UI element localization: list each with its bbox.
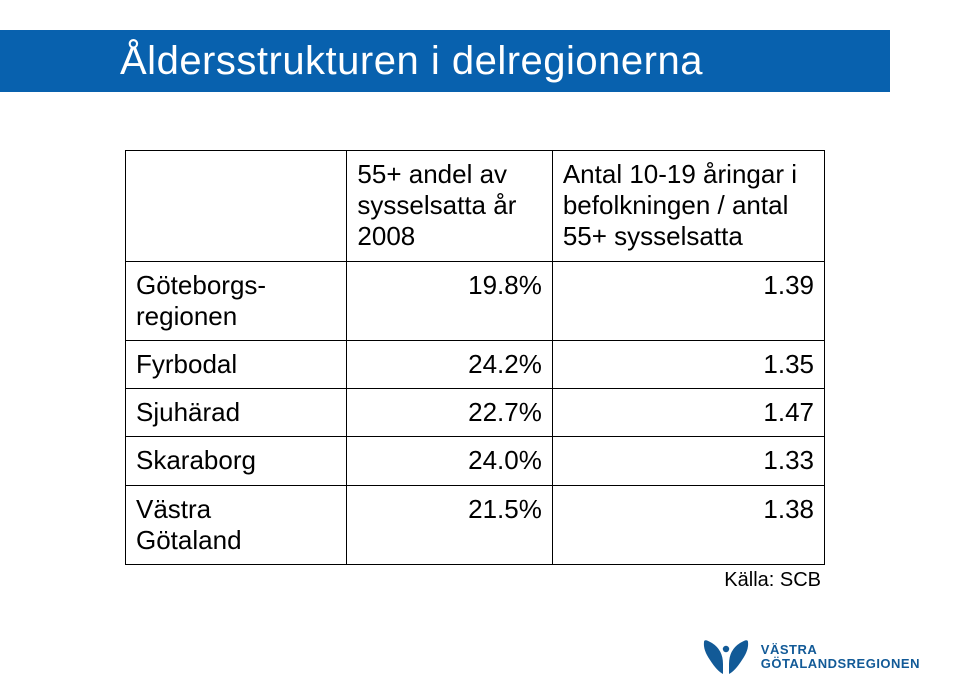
row-value-ratio: 1.33 xyxy=(552,437,824,485)
table-row: Fyrbodal 24.2% 1.35 xyxy=(126,340,825,388)
row-label: VästraGötaland xyxy=(126,485,347,564)
page-title: Åldersstrukturen i delregionerna xyxy=(0,30,890,92)
col-header-ratio: Antal 10-19 åringar i befolkningen / ant… xyxy=(552,151,824,262)
row-value-ratio: 1.35 xyxy=(552,340,824,388)
row-value-ratio: 1.47 xyxy=(552,389,824,437)
vgr-logo-text: VÄSTRAGÖTALANDSREGIONEN xyxy=(761,643,920,672)
table-row: VästraGötaland 21.5% 1.38 xyxy=(126,485,825,564)
row-value-55plus: 24.2% xyxy=(347,340,552,388)
row-value-55plus: 19.8% xyxy=(347,261,552,340)
row-value-ratio: 1.39 xyxy=(552,261,824,340)
table-row: Sjuhärad 22.7% 1.47 xyxy=(126,389,825,437)
row-label: Sjuhärad xyxy=(126,389,347,437)
row-label: Skaraborg xyxy=(126,437,347,485)
row-value-55plus: 21.5% xyxy=(347,485,552,564)
vgr-logo-icon xyxy=(701,638,751,676)
data-table-container: 55+ andel av sysselsatta år 2008 Antal 1… xyxy=(125,150,825,592)
col-header-55plus: 55+ andel av sysselsatta år 2008 xyxy=(347,151,552,262)
row-label: Göteborgs-regionen xyxy=(126,261,347,340)
table-header-row: 55+ andel av sysselsatta år 2008 Antal 1… xyxy=(126,151,825,262)
row-value-55plus: 24.0% xyxy=(347,437,552,485)
table-row: Skaraborg 24.0% 1.33 xyxy=(126,437,825,485)
row-label: Fyrbodal xyxy=(126,340,347,388)
row-value-ratio: 1.38 xyxy=(552,485,824,564)
title-bar: Åldersstrukturen i delregionerna xyxy=(0,30,890,92)
table-row: Göteborgs-regionen 19.8% 1.39 xyxy=(126,261,825,340)
age-structure-table: 55+ andel av sysselsatta år 2008 Antal 1… xyxy=(125,150,825,565)
col-header-empty xyxy=(126,151,347,262)
source-label: Källa: SCB xyxy=(125,569,825,592)
row-value-55plus: 22.7% xyxy=(347,389,552,437)
vgr-logo: VÄSTRAGÖTALANDSREGIONEN xyxy=(701,638,920,676)
